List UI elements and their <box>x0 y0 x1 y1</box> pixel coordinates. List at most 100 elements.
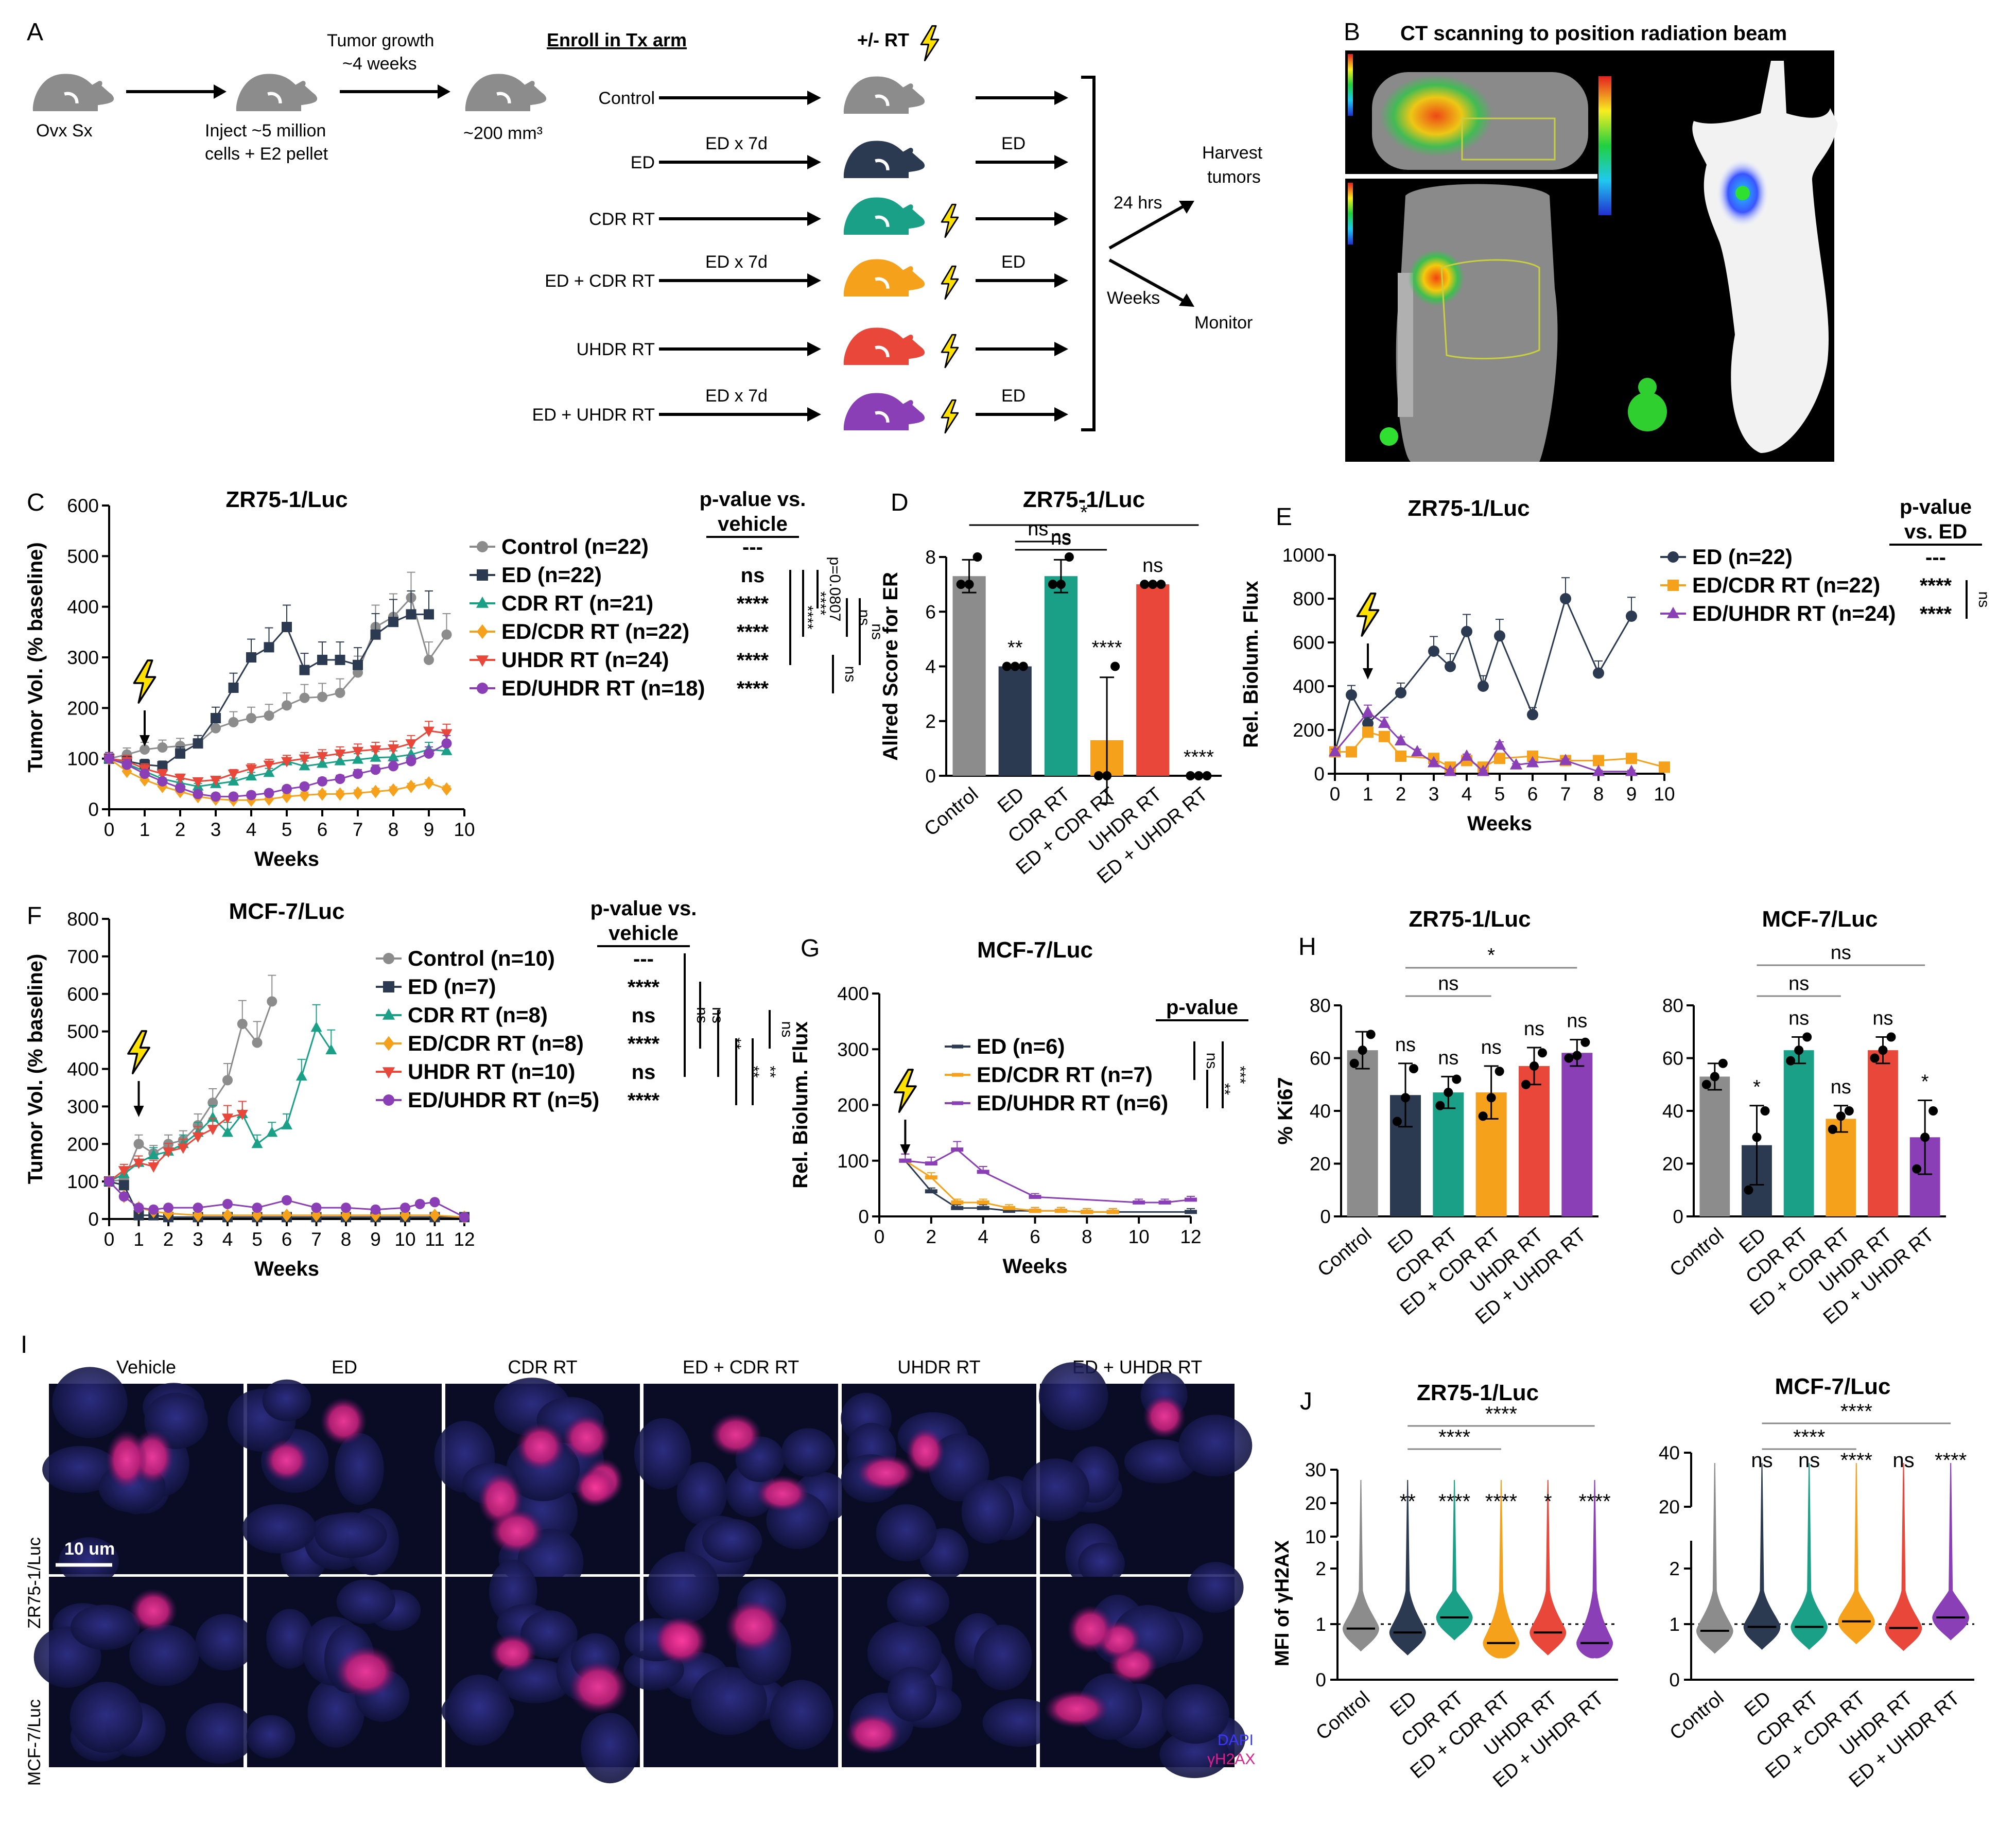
panel-label: C <box>27 489 45 516</box>
data-point <box>1744 1185 1753 1195</box>
nucleus <box>70 1605 140 1650</box>
data-point <box>222 1075 233 1086</box>
x-tick-label: 0 <box>1330 783 1341 805</box>
nucleus <box>676 1461 727 1525</box>
data-point <box>1920 1133 1930 1142</box>
y-axis-label: % Ki67 <box>1274 1077 1297 1144</box>
violin <box>1791 1462 1828 1650</box>
x-tick-label: Control <box>1314 1224 1376 1281</box>
data-point <box>282 1208 292 1222</box>
data-point <box>1003 1206 1016 1210</box>
treatment-label: ED <box>1001 386 1026 406</box>
nucleus <box>1078 1542 1125 1585</box>
x-tick-label: 12 <box>1180 1226 1201 1247</box>
data-point <box>1185 1210 1197 1214</box>
arrow-head <box>140 735 150 746</box>
data-point <box>352 753 363 764</box>
significance: ns <box>1831 1076 1851 1098</box>
sig-label: ns <box>1051 527 1071 548</box>
data-point <box>951 1200 964 1205</box>
data-point <box>282 622 292 632</box>
data-point <box>222 1113 233 1124</box>
bar <box>998 666 1032 776</box>
y-tick-label: 300 <box>837 1039 869 1060</box>
significance: ** <box>1400 1490 1416 1513</box>
x-tick-label: 3 <box>1429 783 1439 805</box>
data-point <box>1666 606 1680 618</box>
data-point <box>1802 1032 1812 1042</box>
significance: **** <box>1092 637 1122 659</box>
y-tick-label: 0 <box>88 799 99 820</box>
yh2ax-focus <box>906 1427 945 1475</box>
data-point <box>1018 661 1028 671</box>
data-point <box>148 1204 159 1215</box>
x-tick-label: 2 <box>163 1229 174 1250</box>
chart-title: ZR75-1/Luc <box>1409 907 1531 932</box>
x-tick-label: 12 <box>454 1229 475 1250</box>
mouse-icon <box>232 74 317 111</box>
data-point <box>299 760 310 771</box>
panel-b-ct-images: B CT scanning to position radiation beam <box>1344 19 1838 462</box>
data-point <box>252 1203 263 1213</box>
yh2ax-label: γH2AX <box>1207 1751 1255 1768</box>
data-point <box>1362 718 1374 729</box>
yh2ax-focus <box>129 1589 178 1633</box>
data-point <box>246 790 256 800</box>
legend-label: ED/UHDR RT (n=24) <box>1692 601 1896 625</box>
p-value: **** <box>737 593 769 615</box>
sig-label: **** <box>1485 1403 1517 1425</box>
x-tick-label: 3 <box>193 1229 203 1250</box>
y-tick-label: 800 <box>67 909 99 930</box>
treatment-label: ED <box>1001 134 1026 153</box>
data-point <box>406 609 416 620</box>
chart-title: MCF-7/Luc <box>977 937 1093 963</box>
data-point <box>1538 1048 1547 1058</box>
data-point <box>1106 1210 1119 1214</box>
data-point <box>1054 1209 1067 1213</box>
outcome-label: Harvest <box>1202 143 1263 163</box>
y-tick-label: 600 <box>67 984 99 1005</box>
data-point <box>1560 593 1571 604</box>
data-point <box>459 1212 470 1223</box>
legend-header: vs. ED <box>1904 520 1967 543</box>
data-point <box>1593 755 1604 767</box>
sig-label: ns <box>1028 518 1048 540</box>
y-tick-label: 2 <box>1669 1558 1680 1579</box>
legend-label: ED/CDR RT (n=8) <box>408 1031 584 1055</box>
mouse-icon <box>461 74 546 111</box>
schema-label: +/- RT <box>857 29 909 50</box>
y-tick-label: 20 <box>1305 1493 1326 1514</box>
data-point <box>1156 580 1166 589</box>
nucleus <box>1159 1730 1229 1779</box>
y-axis-label: Rel. Biolum. Flux <box>1240 581 1262 747</box>
panel-b-title: CT scanning to position radiation beam <box>1400 22 1787 45</box>
arrow-head <box>1054 407 1068 422</box>
data-point <box>400 1203 410 1213</box>
data-point <box>1760 1106 1770 1116</box>
x-tick-label: 8 <box>1593 783 1604 805</box>
arrow-head <box>900 1144 911 1156</box>
chart-J1: J ZR75-1/Luc 0 1 2 10 20 30 MFI of γH2AX Control *… <box>1272 1380 1618 1792</box>
arm-label: CDR RT <box>589 210 655 229</box>
x-tick-label: 10 <box>394 1229 415 1250</box>
x-tick-label: 5 <box>1494 783 1505 805</box>
nucleus <box>446 1674 511 1746</box>
arrow-head <box>807 212 821 226</box>
row-label: ZR75-1/Luc <box>25 1537 44 1629</box>
data-point <box>1494 753 1505 764</box>
data-point <box>236 1109 248 1120</box>
nucleus <box>335 1433 384 1505</box>
data-point <box>1752 1133 1762 1142</box>
sig-label: **** <box>1793 1426 1825 1449</box>
sig-label: ** <box>761 1066 778 1078</box>
data-point <box>1140 580 1150 589</box>
x-tick-label: 8 <box>1082 1226 1092 1247</box>
lightning-icon <box>127 1030 150 1074</box>
schema-label: ~4 weeks <box>342 54 417 74</box>
nucleus <box>887 1578 950 1627</box>
data-point <box>299 781 310 792</box>
y-tick-label: 400 <box>67 1059 99 1080</box>
data-point <box>952 1101 963 1105</box>
y-tick-label: 20 <box>1662 1154 1683 1175</box>
data-point <box>335 774 345 784</box>
